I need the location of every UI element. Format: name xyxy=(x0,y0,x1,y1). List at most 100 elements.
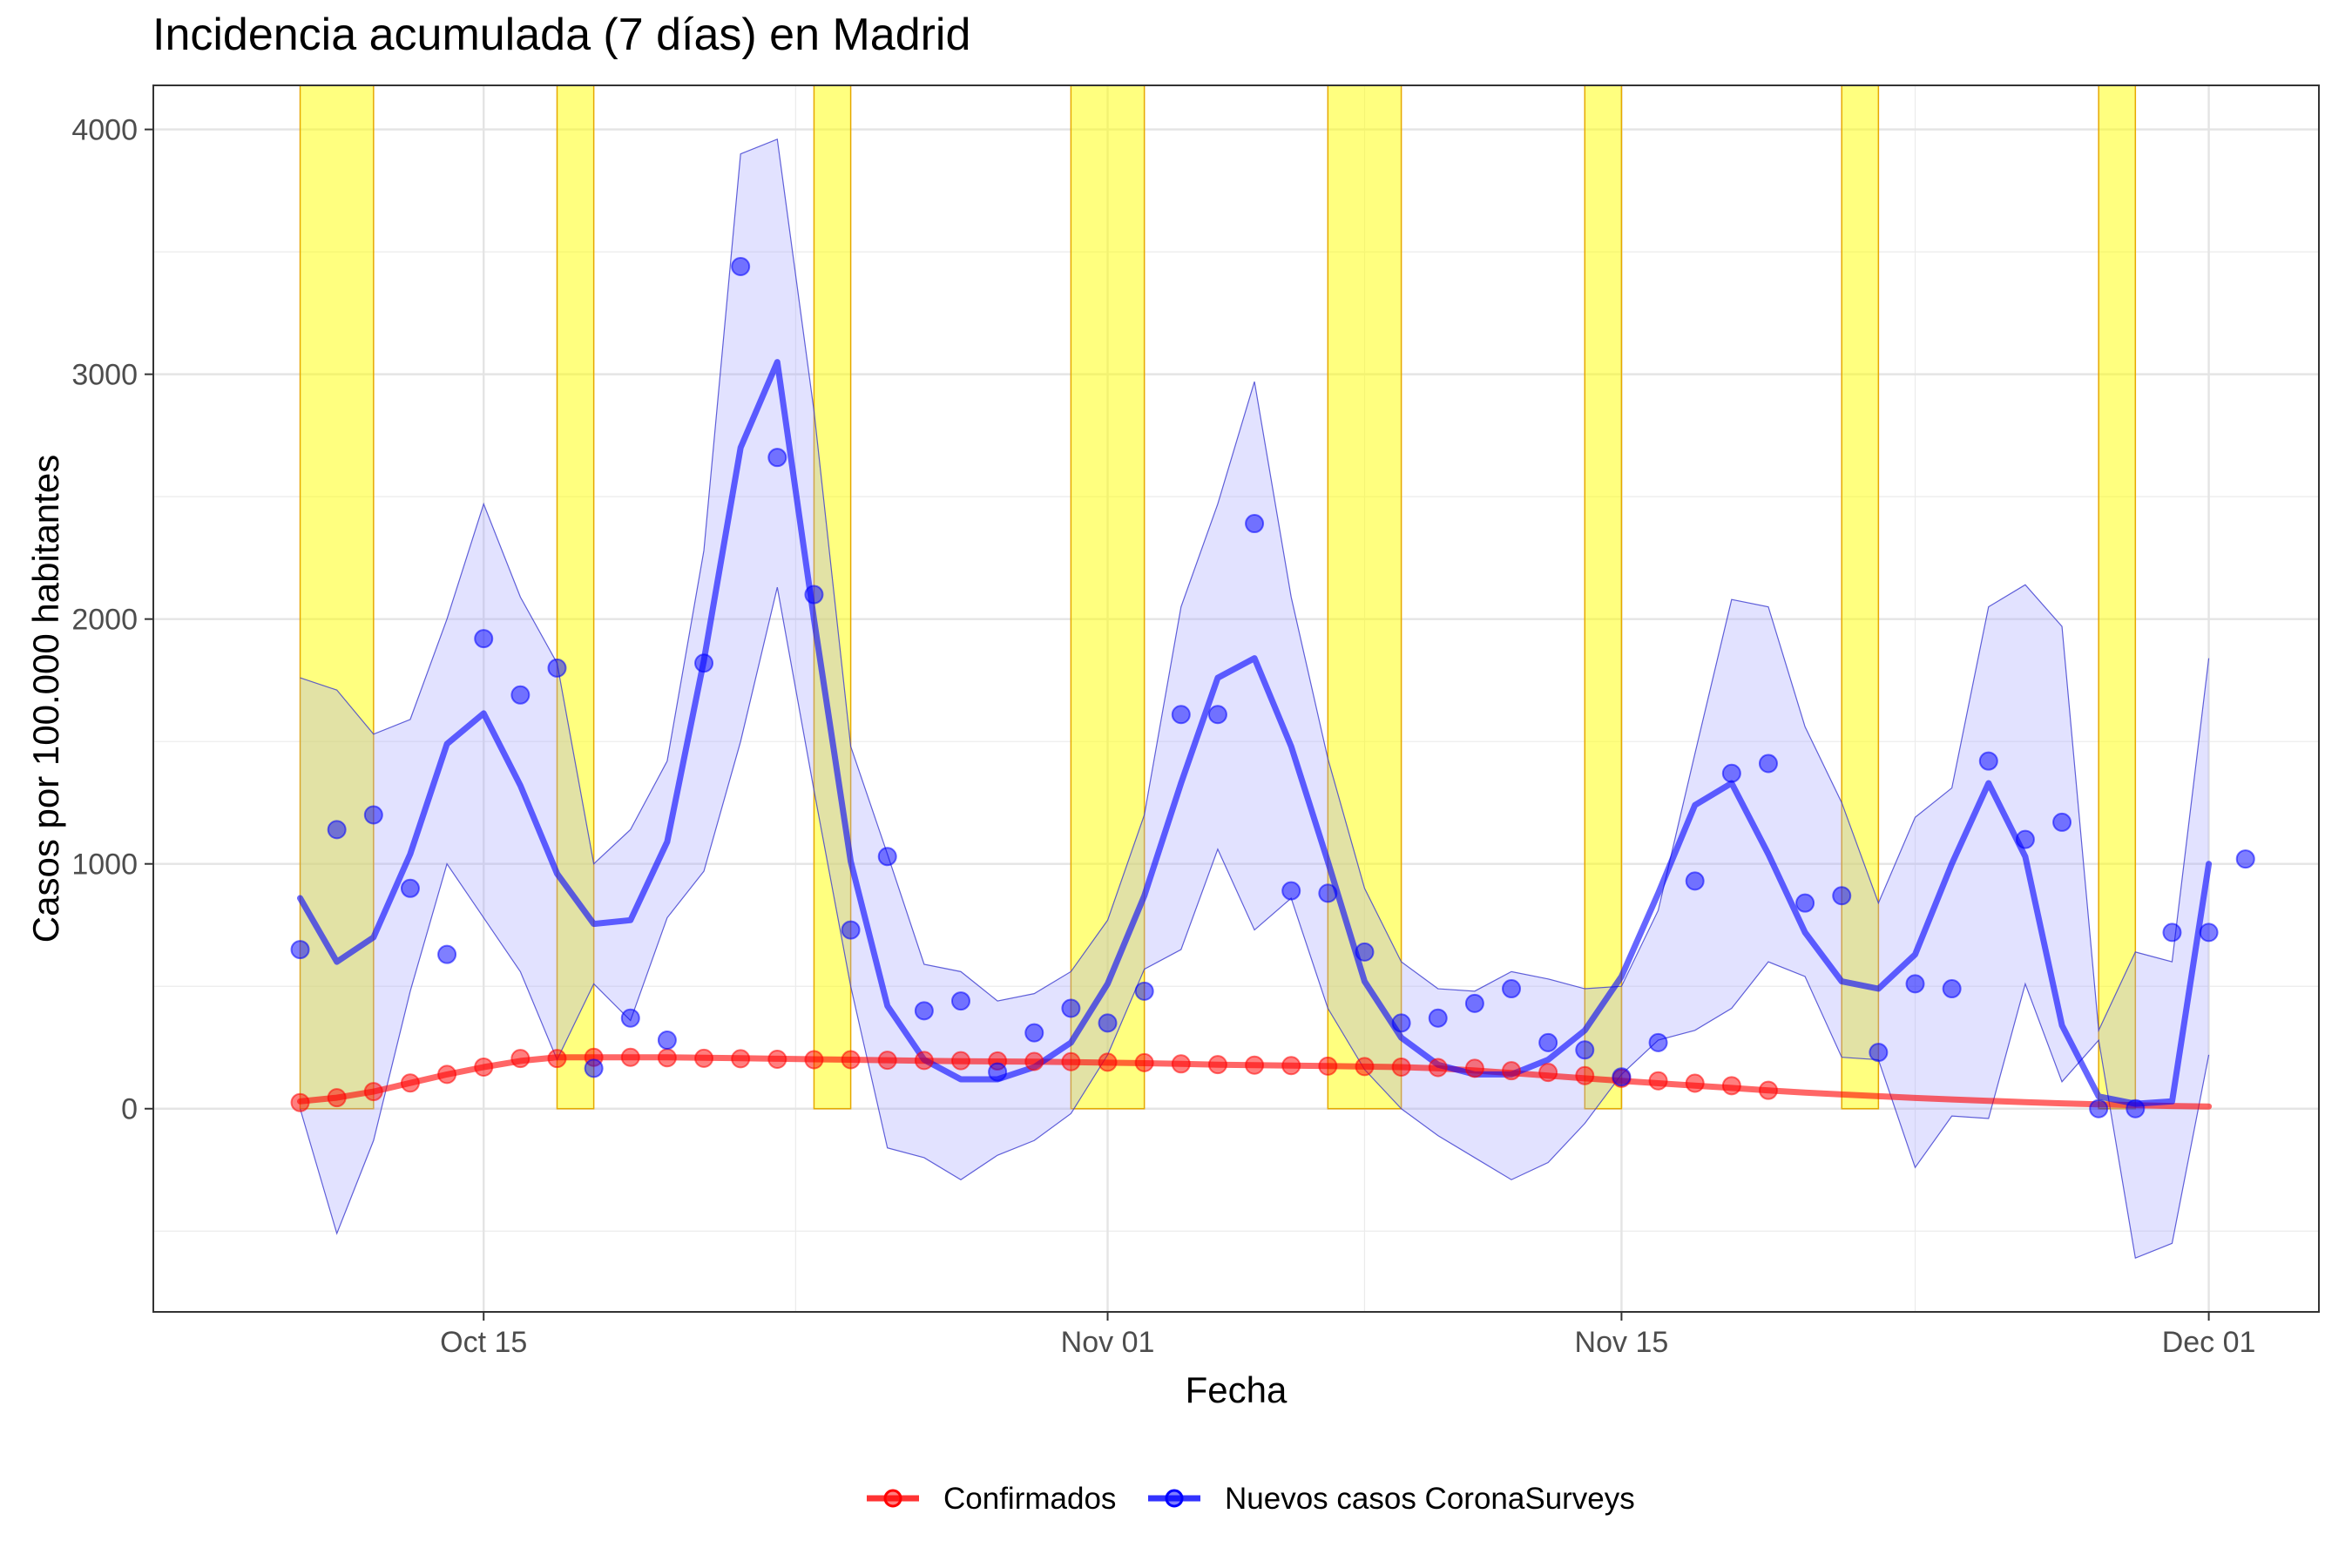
y-tick-label: 0 xyxy=(121,1093,138,1126)
data-point-coronasurveys xyxy=(804,585,824,605)
y-tick-label: 3000 xyxy=(71,359,138,392)
data-point-coronasurveys xyxy=(914,1001,934,1021)
data-point-coronasurveys xyxy=(1207,705,1227,725)
y-tick-label: 4000 xyxy=(71,114,138,147)
data-point-coronasurveys xyxy=(1428,1008,1448,1028)
data-point-confirmados xyxy=(841,1050,861,1070)
data-point-confirmados xyxy=(437,1064,457,1085)
legend-label-coronasurveys: Nuevos casos CoronaSurveys xyxy=(1225,1482,1635,1516)
confidence-band-upper xyxy=(300,138,2210,1033)
data-point-coronasurveys xyxy=(437,944,457,964)
legend-label-confirmados: Confirmados xyxy=(943,1482,1116,1516)
data-point-confirmados xyxy=(290,1092,310,1112)
data-point-confirmados xyxy=(1281,1056,1301,1076)
data-point-confirmados xyxy=(1391,1057,1411,1077)
data-point-confirmados xyxy=(327,1088,347,1108)
data-point-coronasurveys xyxy=(877,847,897,867)
data-point-coronasurveys xyxy=(327,820,347,840)
data-point-confirmados xyxy=(1171,1054,1191,1074)
data-point-coronasurveys xyxy=(584,1058,604,1078)
data-point-coronasurveys xyxy=(767,448,787,468)
y-tick-label: 2000 xyxy=(71,604,138,637)
data-point-coronasurveys xyxy=(1281,881,1301,901)
data-point-coronasurveys xyxy=(2126,1098,2146,1119)
weekend-bands xyxy=(299,84,2137,1110)
data-point-coronasurveys xyxy=(474,629,494,649)
data-point-coronasurveys xyxy=(2235,849,2255,869)
x-axis-title: Fecha xyxy=(1186,1369,1288,1410)
data-point-confirmados xyxy=(804,1050,824,1070)
data-point-confirmados xyxy=(1098,1052,1118,1072)
y-tick-label: 1000 xyxy=(71,848,138,882)
data-point-confirmados xyxy=(1245,1055,1265,1075)
x-tick-label: Dec 01 xyxy=(2162,1326,2256,1359)
data-point-confirmados xyxy=(620,1047,640,1067)
legend-key-point-coronasurveys xyxy=(1165,1489,1184,1508)
data-point-coronasurveys xyxy=(2089,1098,2109,1119)
data-point-confirmados xyxy=(767,1049,787,1069)
data-point-coronasurveys xyxy=(2015,829,2035,849)
series-points xyxy=(290,256,2255,1119)
weekend-band xyxy=(299,84,375,1110)
data-point-confirmados xyxy=(510,1049,531,1069)
data-point-coronasurveys xyxy=(547,658,567,678)
data-point-confirmados xyxy=(914,1051,934,1071)
data-point-coronasurveys xyxy=(2199,923,2219,943)
data-point-confirmados xyxy=(1575,1065,1595,1085)
y-axis: 0 1000 2000 3000 4000 xyxy=(71,114,153,1126)
legend: Confirmados Nuevos casos CoronaSurveys xyxy=(867,1482,1635,1516)
data-point-coronasurveys xyxy=(1978,751,1998,771)
data-point-confirmados xyxy=(1318,1056,1338,1076)
chart-title: Incidencia acumulada (7 días) en Madrid xyxy=(152,10,970,60)
data-point-coronasurveys xyxy=(1612,1067,1632,1087)
data-point-coronasurveys xyxy=(731,256,751,276)
data-point-confirmados xyxy=(657,1048,677,1068)
data-point-confirmados xyxy=(1502,1061,1522,1081)
data-point-coronasurveys xyxy=(1318,883,1338,903)
data-point-confirmados xyxy=(363,1082,383,1102)
data-point-coronasurveys xyxy=(1869,1043,1889,1063)
data-point-coronasurveys xyxy=(694,653,714,673)
data-point-coronasurveys xyxy=(841,920,861,940)
data-point-coronasurveys xyxy=(1245,514,1265,534)
series-line-coronasurveys xyxy=(297,359,2213,1107)
legend-key-point-confirmados xyxy=(883,1489,902,1508)
data-point-coronasurveys xyxy=(988,1062,1008,1082)
data-point-coronasurveys xyxy=(1391,1013,1411,1033)
plot-panel-border xyxy=(152,84,2320,1313)
data-point-coronasurveys xyxy=(1355,942,1375,962)
data-point-coronasurveys xyxy=(363,805,383,825)
data-point-confirmados xyxy=(1355,1057,1375,1077)
data-point-coronasurveys xyxy=(1795,893,1815,913)
data-point-coronasurveys xyxy=(1134,981,1154,1001)
data-point-coronasurveys xyxy=(400,878,420,898)
data-point-coronasurveys xyxy=(950,991,970,1011)
x-tick-label: Oct 15 xyxy=(440,1326,527,1359)
x-tick-label: Nov 15 xyxy=(1575,1326,1669,1359)
data-point-confirmados xyxy=(1464,1058,1484,1078)
data-point-coronasurveys xyxy=(1942,979,1962,999)
data-point-coronasurveys xyxy=(1905,974,1925,994)
data-point-coronasurveys xyxy=(1685,871,1705,891)
data-point-confirmados xyxy=(1134,1052,1154,1072)
weekend-band xyxy=(1584,84,1623,1110)
data-point-coronasurveys xyxy=(1575,1040,1595,1060)
data-point-coronasurveys xyxy=(2162,923,2182,943)
data-point-coronasurveys xyxy=(1464,993,1484,1013)
data-point-coronasurveys xyxy=(1171,705,1191,725)
weekend-band xyxy=(1841,84,1880,1110)
y-axis-title: Casos por 100.000 habitantes xyxy=(25,455,66,943)
data-point-coronasurveys xyxy=(1502,979,1522,999)
data-point-confirmados xyxy=(474,1057,494,1077)
data-point-coronasurveys xyxy=(1098,1013,1118,1033)
data-point-coronasurveys xyxy=(620,1008,640,1028)
data-point-coronasurveys xyxy=(1061,998,1081,1018)
legend-item-confirmados: Confirmados xyxy=(867,1482,1116,1516)
data-point-confirmados xyxy=(1721,1076,1741,1096)
data-point-confirmados xyxy=(731,1049,751,1069)
data-point-confirmados xyxy=(694,1048,714,1068)
weekend-band xyxy=(2098,84,2137,1110)
data-point-confirmados xyxy=(1428,1058,1448,1078)
weekend-band xyxy=(556,84,595,1110)
